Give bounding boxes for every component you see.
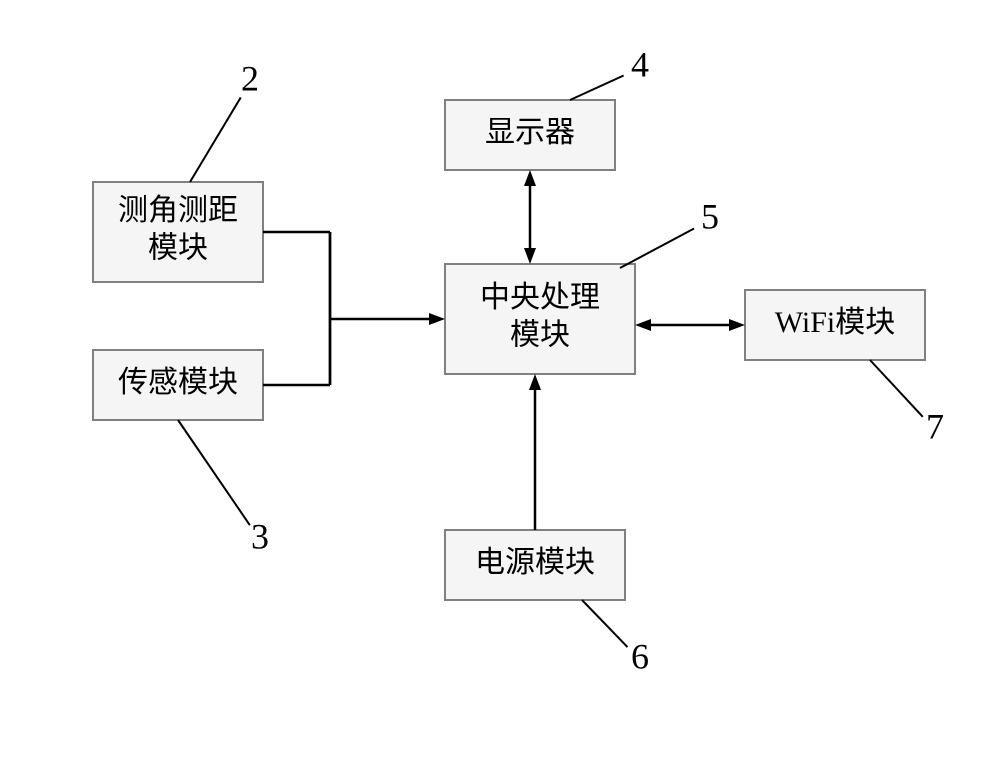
svg-text:4: 4 bbox=[631, 44, 649, 84]
svg-text:传感模块: 传感模块 bbox=[118, 366, 238, 399]
svg-text:中央处理: 中央处理 bbox=[480, 281, 600, 314]
node-sensor: 传感模块 bbox=[93, 350, 263, 420]
svg-text:5: 5 bbox=[701, 196, 719, 236]
svg-text:模块: 模块 bbox=[510, 319, 570, 352]
node-wifi: WiFi模块 bbox=[745, 290, 925, 360]
svg-text:电源模块: 电源模块 bbox=[475, 546, 595, 579]
svg-text:显示器: 显示器 bbox=[485, 116, 575, 149]
svg-text:测角测距: 测角测距 bbox=[118, 194, 238, 227]
svg-text:2: 2 bbox=[241, 58, 259, 98]
node-angle_range: 测角测距模块 bbox=[93, 182, 263, 282]
node-power: 电源模块 bbox=[445, 530, 625, 600]
svg-text:3: 3 bbox=[251, 516, 269, 556]
svg-text:6: 6 bbox=[631, 636, 649, 676]
svg-text:WiFi模块: WiFi模块 bbox=[775, 306, 895, 339]
svg-text:模块: 模块 bbox=[148, 232, 208, 265]
svg-text:7: 7 bbox=[926, 406, 944, 446]
node-cpu: 中央处理模块 bbox=[445, 264, 635, 374]
node-display: 显示器 bbox=[445, 100, 615, 170]
